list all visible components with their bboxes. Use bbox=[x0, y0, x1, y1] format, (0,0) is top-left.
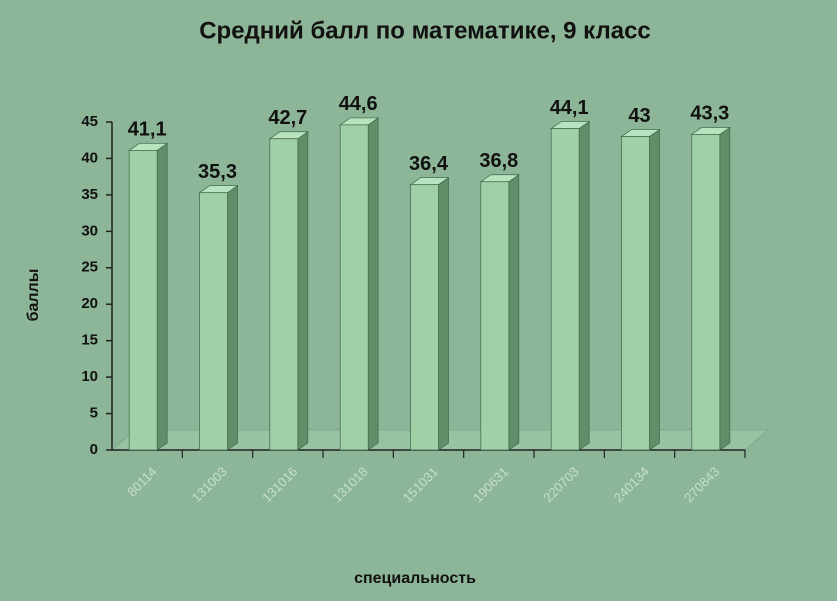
value-label: 43 bbox=[628, 105, 650, 127]
bar-face bbox=[480, 181, 510, 451]
bar-face bbox=[508, 174, 520, 451]
value-label: 44,1 bbox=[550, 97, 589, 119]
bar bbox=[198, 185, 239, 451]
bar bbox=[339, 117, 380, 451]
bar-face bbox=[297, 131, 309, 451]
y-tick-label: 0 bbox=[90, 441, 98, 458]
bar-face bbox=[691, 134, 721, 451]
value-label: 44,6 bbox=[339, 93, 378, 115]
bar bbox=[550, 120, 591, 451]
bar-face bbox=[339, 124, 369, 451]
bar-face bbox=[410, 184, 439, 451]
value-label: 35,3 bbox=[198, 161, 237, 183]
value-label: 36,8 bbox=[479, 150, 518, 172]
bar-face bbox=[367, 117, 379, 451]
bar-face bbox=[719, 126, 731, 451]
bar bbox=[620, 128, 661, 451]
y-tick-label: 10 bbox=[81, 368, 98, 385]
bar-face bbox=[199, 192, 228, 451]
bar-face bbox=[156, 142, 168, 451]
y-tick-label: 5 bbox=[90, 405, 98, 422]
bar bbox=[268, 131, 309, 451]
x-axis-title: специальность bbox=[354, 570, 476, 587]
bar bbox=[479, 174, 520, 451]
chart-title: Средний балл по математике, 9 класс bbox=[199, 17, 651, 44]
bar bbox=[409, 177, 450, 451]
y-axis-title: баллы bbox=[25, 269, 42, 322]
value-label: 43,3 bbox=[690, 103, 729, 125]
bar-face bbox=[269, 138, 299, 451]
y-tick-label: 30 bbox=[81, 222, 98, 239]
y-tick-label: 15 bbox=[81, 332, 98, 349]
y-tick-label: 25 bbox=[81, 259, 98, 276]
y-tick-label: 35 bbox=[81, 186, 98, 203]
bar-face bbox=[128, 150, 158, 451]
bar-face bbox=[227, 185, 238, 451]
bar-face bbox=[621, 136, 650, 451]
bar-face bbox=[578, 120, 590, 451]
bar bbox=[128, 142, 169, 451]
value-label: 41,1 bbox=[128, 119, 167, 141]
value-label: 42,7 bbox=[268, 107, 307, 129]
y-tick-label: 45 bbox=[81, 113, 98, 130]
bar-face bbox=[649, 128, 660, 451]
bar-face bbox=[550, 128, 580, 451]
bar-face bbox=[438, 177, 449, 451]
bar bbox=[690, 126, 731, 451]
y-tick-label: 40 bbox=[81, 149, 98, 166]
y-tick-label: 20 bbox=[81, 295, 98, 312]
value-label: 36,4 bbox=[409, 153, 449, 175]
